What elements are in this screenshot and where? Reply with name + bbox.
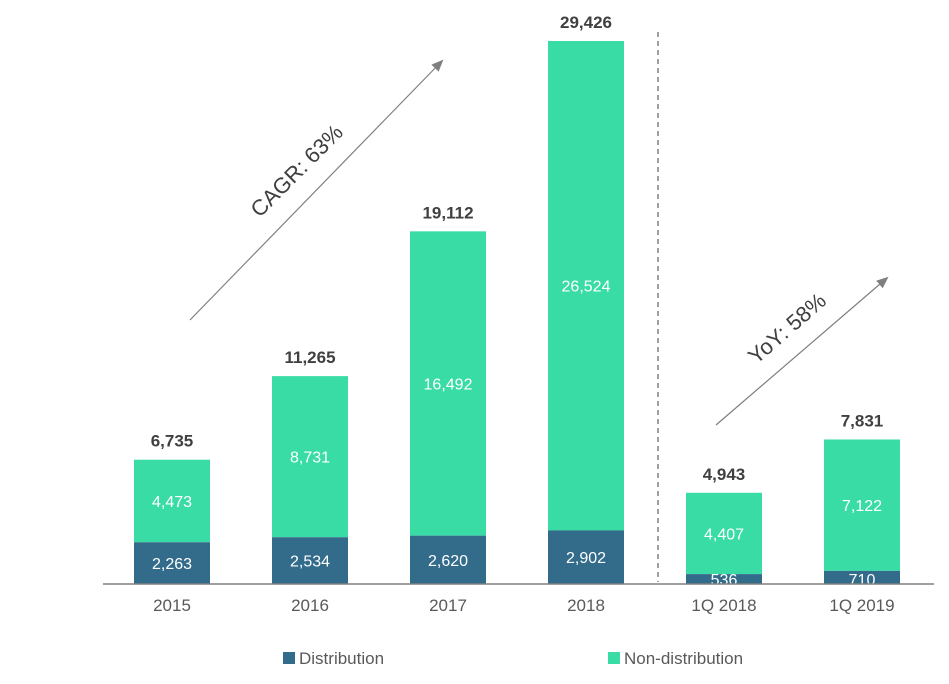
bar-distribution-4 <box>686 574 762 584</box>
label-total-5: 7,831 <box>841 411 884 430</box>
label-non-distribution-4: 4,407 <box>704 526 744 543</box>
legend-label-1: Non-distribution <box>624 649 743 668</box>
bars-group <box>134 41 900 584</box>
bar-non-distribution-1 <box>272 376 348 538</box>
annotation-arrow-0 <box>189 59 444 321</box>
label-distribution-1: 2,534 <box>290 554 330 571</box>
annotation-text-0: CAGR: 63% <box>245 119 347 221</box>
label-total-0: 6,735 <box>151 432 194 451</box>
bar-non-distribution-5 <box>824 439 900 571</box>
label-non-distribution-5: 7,122 <box>842 498 882 515</box>
label-non-distribution-3: 26,524 <box>562 279 611 296</box>
legend-swatch-1 <box>608 652 620 664</box>
label-distribution-3: 2,902 <box>566 550 606 567</box>
legend: Distribution Non-distribution <box>283 649 743 668</box>
label-total-1: 11,265 <box>284 348 335 367</box>
bar-non-distribution-4 <box>686 492 762 575</box>
x-tick-label-1: 2016 <box>291 596 329 615</box>
bar-distribution-2 <box>410 535 486 584</box>
label-distribution-4: 536 <box>711 572 738 589</box>
bar-distribution-3 <box>548 530 624 584</box>
x-tick-label-3: 2018 <box>567 596 605 615</box>
bar-distribution-0 <box>134 542 210 584</box>
annotation-arrow-1 <box>715 276 889 426</box>
bar-non-distribution-0 <box>134 459 210 543</box>
legend-swatch-0 <box>283 652 295 664</box>
bar-distribution-1 <box>272 537 348 584</box>
label-total-3: 29,426 <box>560 13 612 32</box>
legend-label-0: Distribution <box>299 649 384 668</box>
x-tick-label-0: 2015 <box>153 596 191 615</box>
annotations-group: CAGR: 63% YoY: 58% <box>189 59 889 426</box>
label-total-2: 19,112 <box>422 203 473 222</box>
x-tick-label-4: 1Q 2018 <box>691 596 756 615</box>
label-non-distribution-1: 8,731 <box>290 450 330 467</box>
annotation-text-1: YoY: 58% <box>743 288 831 369</box>
x-tick-label-5: 1Q 2019 <box>829 596 894 615</box>
bar-non-distribution-2 <box>410 231 486 536</box>
label-non-distribution-0: 4,473 <box>152 494 192 511</box>
label-distribution-5: 710 <box>849 572 876 589</box>
bar-distribution-5 <box>824 570 900 584</box>
x-tick-label-2: 2017 <box>429 596 467 615</box>
bar-non-distribution-3 <box>548 41 624 531</box>
label-distribution-0: 2,263 <box>152 556 192 573</box>
label-total-4: 4,943 <box>703 465 746 484</box>
label-non-distribution-2: 16,492 <box>424 376 473 393</box>
label-distribution-2: 2,620 <box>428 553 468 570</box>
